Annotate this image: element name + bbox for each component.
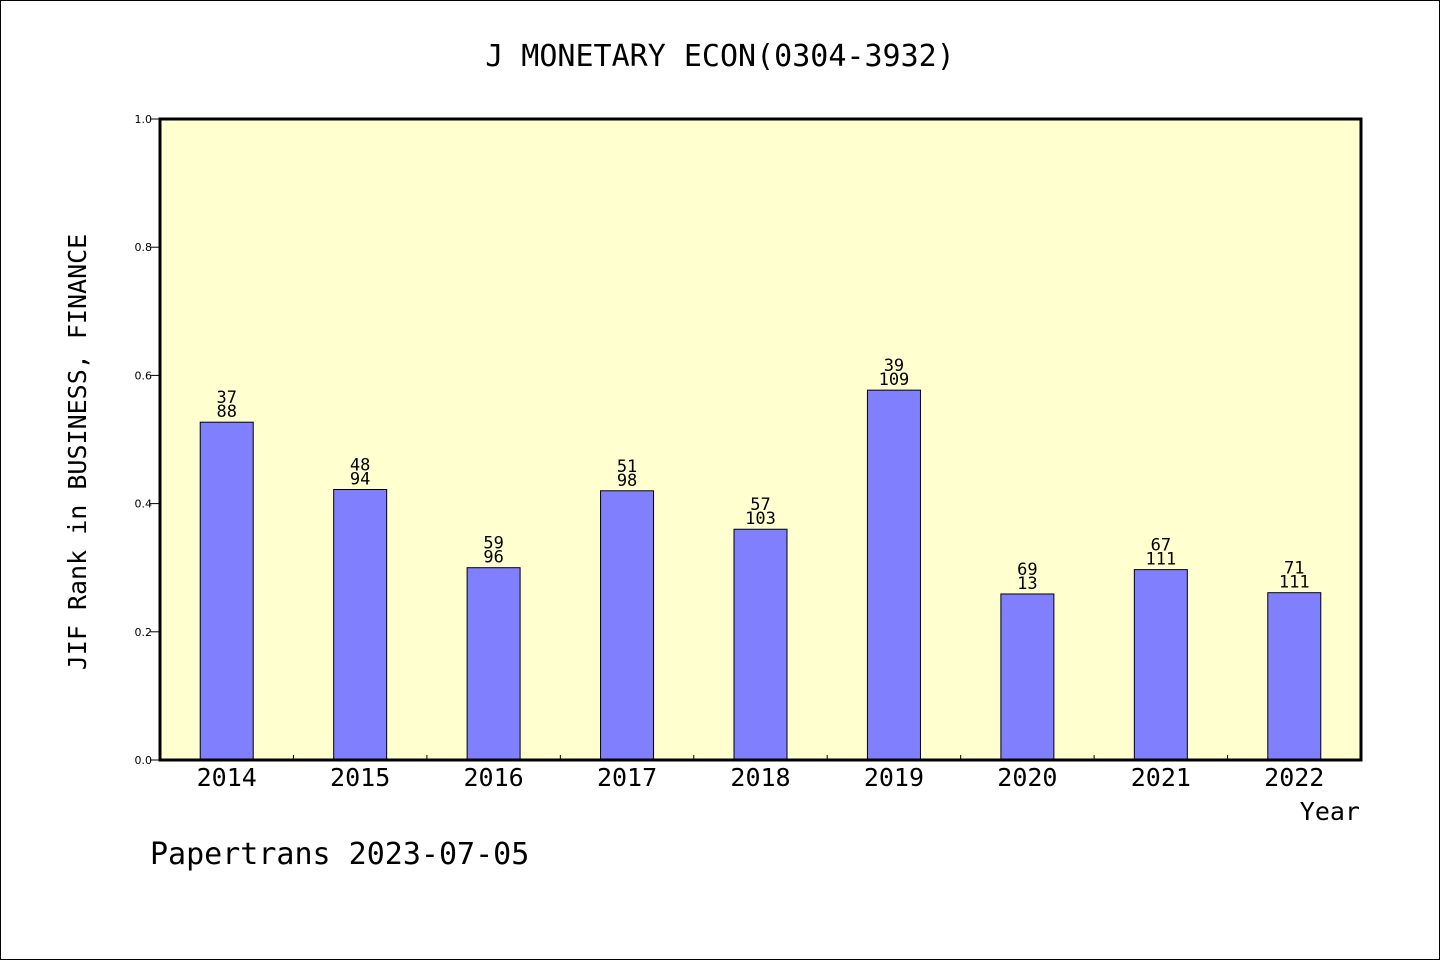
bar-label-total: 111 [1279, 573, 1310, 593]
y-tick-label: 0.6 [135, 369, 153, 382]
bar-label-rank: 37 [216, 388, 236, 408]
x-tick-label: 2017 [597, 763, 657, 792]
x-tick-label: 2014 [197, 763, 257, 792]
y-tick-label: 0.0 [135, 754, 153, 767]
bar-label-total: 13 [1017, 574, 1037, 594]
bar-label-rank: 51 [617, 457, 637, 477]
bar-label-rank: 59 [483, 534, 503, 554]
bar-2017 [600, 490, 655, 761]
bar-label-total: 96 [483, 548, 503, 568]
bar-label-rank: 67 [1151, 536, 1171, 556]
chart-title: J MONETARY ECON(0304-3932) [485, 39, 955, 74]
x-axis-label: Year [1300, 797, 1360, 826]
bar-label-total: 94 [350, 469, 370, 489]
x-tick-label: 2020 [997, 763, 1057, 792]
bar-label-rank: 69 [1017, 560, 1037, 580]
x-tick-label: 2022 [1264, 763, 1324, 792]
x-axis: 2014 2015 2016 2017 2018 2019 2020 2021 2022 [197, 755, 1324, 792]
bar-label-total: 88 [216, 402, 236, 422]
bar-label-total: 98 [617, 471, 637, 491]
y-tick-label: 0.8 [135, 241, 153, 254]
bar-2015 [333, 488, 388, 761]
x-tick-label: 2021 [1131, 763, 1191, 792]
bar-label-total: 103 [745, 509, 776, 529]
bar-label-total: 109 [879, 370, 910, 390]
footer-credit: Papertrans 2023-07-05 [150, 837, 529, 872]
y-axis-label: JIF Rank in BUSINESS, FINANCE [63, 234, 92, 671]
bar-2021 [1133, 569, 1188, 761]
bar-2014 [199, 421, 254, 761]
bar-2018 [733, 528, 788, 761]
x-tick-label: 2015 [330, 763, 390, 792]
x-tick-label: 2019 [864, 763, 924, 792]
x-tick-label: 2016 [464, 763, 524, 792]
y-tick-label: 0.4 [135, 498, 153, 511]
bar-label-rank: 57 [750, 495, 770, 515]
y-tick-label: 1.0 [135, 113, 153, 126]
y-axis: 0.0 0.2 0.4 0.6 0.8 1.0 [135, 113, 160, 767]
bar-2020 [1000, 593, 1055, 761]
bar-2019 [866, 389, 921, 761]
bar-2016 [466, 567, 521, 761]
y-tick-label: 0.2 [135, 626, 153, 639]
plot-border [158, 117, 1363, 762]
bar-label-rank: 48 [350, 455, 370, 475]
bar-label-total: 111 [1145, 550, 1176, 570]
bar-label-rank: 71 [1284, 559, 1304, 579]
bar-2022 [1267, 592, 1322, 761]
bar-label-rank: 39 [884, 356, 904, 376]
x-tick-label: 2018 [730, 763, 790, 792]
